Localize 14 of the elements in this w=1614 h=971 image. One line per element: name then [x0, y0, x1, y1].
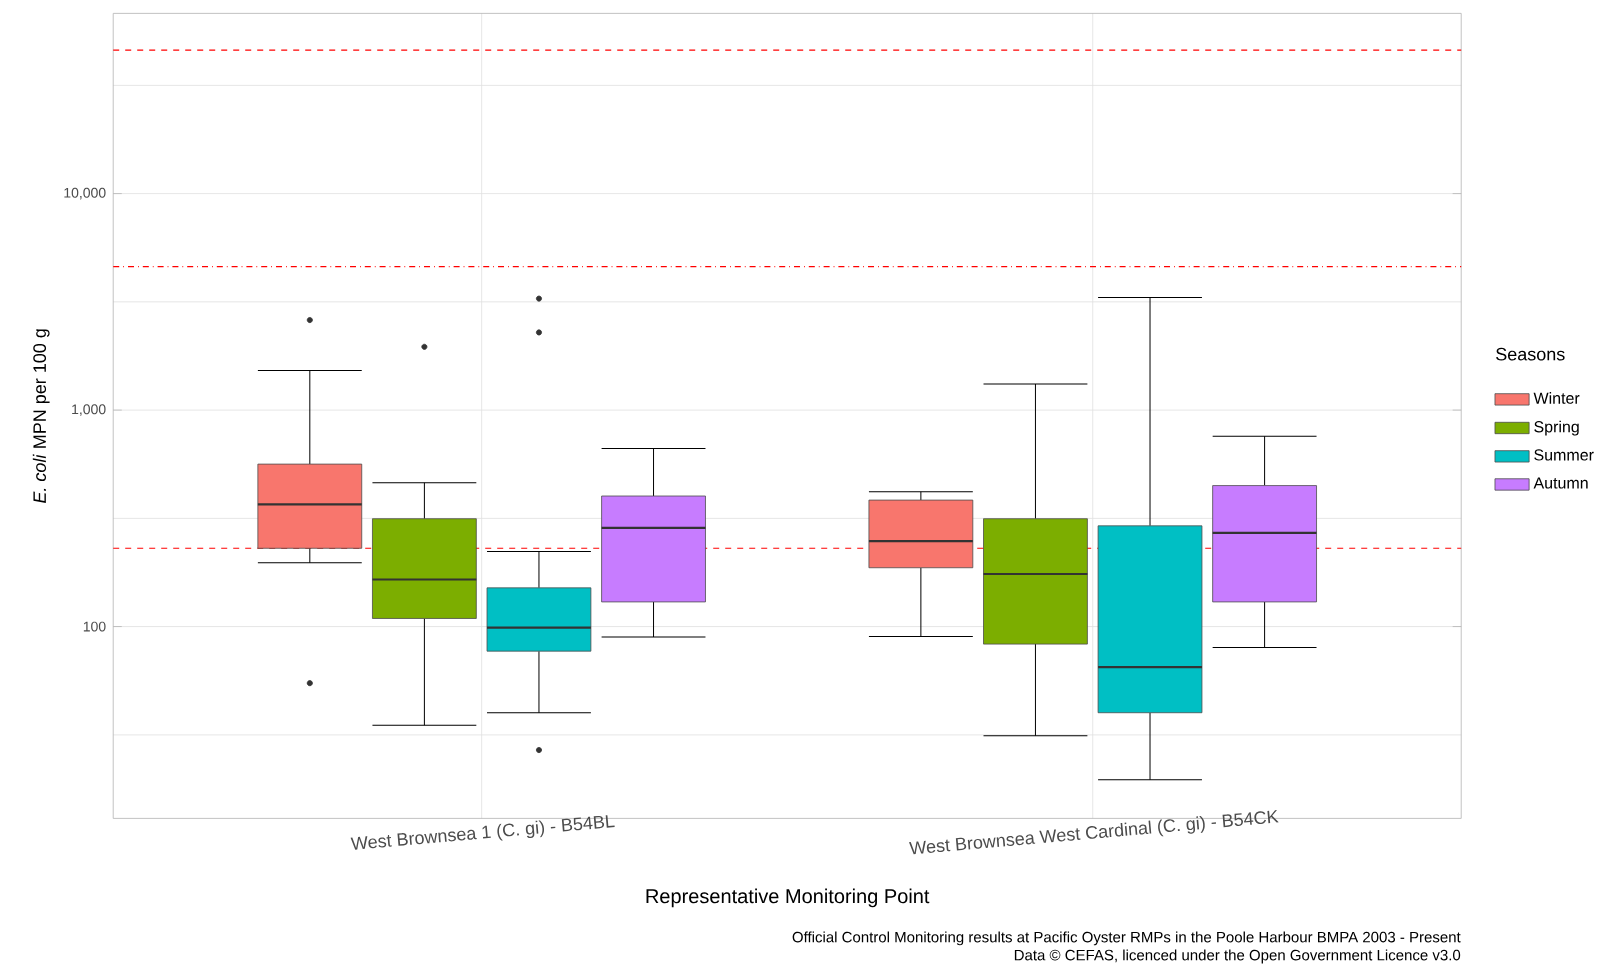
- text: Data © CEFAS, licenced under the Open Government Licence v3.0: [1014, 949, 1461, 964]
- y-axis-title: E. coli MPN per 100 g: [32, 329, 50, 504]
- legend-label: Spring: [1534, 420, 1579, 436]
- x-tick-label: West Brownsea 1 (C. gi) - B54BL: [350, 815, 615, 850]
- legend-label: Winter: [1533, 392, 1580, 404]
- y-tick-label: 10,000: [64, 187, 106, 200]
- y-tick-label: 100: [83, 621, 106, 632]
- x-axis-title: Representative Monitoring Point: [646, 888, 930, 908]
- legend-label: Summer: [1534, 449, 1594, 461]
- legend-label: Autumn: [1533, 477, 1588, 489]
- text: Official Control Monitoring results at Pacific Oyster RMPs in the Poole Harbour BMPA 2003 - Present: [792, 931, 1461, 946]
- x-tick-label: West Brownsea West Cardinal (C. gi) - B54CK: [908, 810, 1279, 855]
- y-tick-label: 1,000: [72, 404, 106, 416]
- legend-title: Seasons: [1496, 347, 1565, 361]
